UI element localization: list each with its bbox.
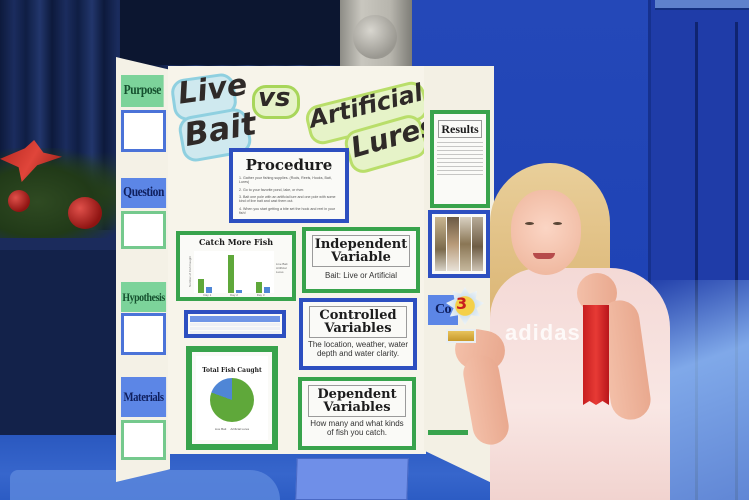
table-row — [190, 327, 280, 330]
fish-photo — [459, 217, 471, 271]
results-text — [437, 142, 483, 176]
independent-variable-panel: Independent Variable Bait: Live or Artif… — [302, 227, 420, 293]
hypothesis-label: Hypothesis — [121, 282, 167, 312]
dependent-variables-panel: Dependent Variables How many and what ki… — [298, 377, 416, 450]
dependent-text: How many and what kinds of fish you catc… — [310, 419, 404, 438]
ornament — [68, 197, 102, 229]
bar-chart-ylabel: Number of Fish Caught — [188, 255, 192, 287]
x-tick: Day 2 — [230, 293, 238, 297]
results-panel: Results — [430, 110, 490, 208]
purpose-box — [121, 110, 166, 152]
legend-item: Live Bait — [214, 427, 227, 431]
controlled-title-line2: Variables — [324, 321, 392, 336]
trophy: 3 — [440, 287, 490, 347]
red-ribbon — [583, 305, 609, 405]
speaker-cone — [353, 15, 397, 59]
x-tick: Day 1 — [203, 293, 212, 297]
x-tick: Day 3 — [256, 293, 265, 297]
pie-chart-legend: Live Bait Artificial Lures — [196, 427, 268, 431]
door-frame-top — [655, 0, 749, 10]
fish-photos-panel — [428, 210, 490, 278]
door-panel-line — [695, 22, 698, 500]
pie-chart — [210, 378, 254, 422]
independent-title-line2: Variable — [331, 250, 391, 265]
hypothesis-box — [121, 313, 166, 355]
dependent-title-line1: Dependent — [317, 387, 397, 402]
bar-chart-title: Catch More Fish — [198, 237, 274, 247]
bar-live-day1 — [198, 279, 204, 293]
girl-smile — [533, 253, 555, 259]
procedure-step: 4. When you start getting a bite set the… — [239, 206, 336, 215]
bar-live-day2 — [228, 255, 234, 293]
girl-face — [511, 190, 581, 275]
materials-label: Materials — [121, 377, 167, 417]
door-panel-line — [735, 22, 738, 500]
blue-folder — [295, 458, 409, 500]
fish-photo — [471, 217, 483, 271]
procedure-step: 1. Gather your fishing supplies. (Rods, … — [239, 176, 332, 185]
table-row — [190, 323, 280, 326]
legend-item: Live Bait — [276, 262, 288, 266]
bar-chart-xaxis: Day 1 Day 2 Day 3 — [194, 293, 274, 297]
pie-chart-title: Total Fish Caught — [202, 367, 262, 374]
pie-chart-panel: Total Fish Caught Live Bait Artificial L… — [186, 346, 278, 450]
title-bubble — [252, 85, 300, 119]
independent-title-box: Independent Variable — [312, 235, 410, 267]
controlled-title-line1: Controlled — [319, 308, 397, 323]
curtain-shadow — [120, 0, 345, 65]
independent-title-line1: Independent — [314, 237, 408, 252]
independent-text: Bait: Live or Artificial — [324, 271, 398, 280]
fish-photo — [435, 217, 447, 271]
procedure-step: 3. Bait one pole with an artificial lure… — [239, 194, 336, 204]
controlled-title-box: Controlled Variables — [309, 306, 407, 338]
bar-live-day3 — [256, 282, 262, 293]
bar-chart-legend: Live Bait Artificial Lures — [276, 262, 292, 275]
fish-photo — [447, 217, 459, 271]
shirt-logo: adidas — [505, 320, 581, 345]
materials-box — [121, 420, 166, 460]
controlled-text: The location, weather, water depth and w… — [307, 340, 409, 359]
ornament — [8, 190, 30, 212]
girl-eye — [525, 222, 534, 225]
legend-item: Artificial Lures — [230, 427, 250, 431]
dependent-title-box: Dependent Variables — [308, 385, 406, 417]
pie-chart-paper: Total Fish Caught Live Bait Artificial L… — [196, 356, 268, 440]
bar-artificial-day2 — [236, 290, 242, 293]
table-row — [190, 331, 280, 334]
controlled-variables-panel: Controlled Variables The location, weath… — [299, 298, 417, 370]
question-box — [121, 211, 166, 249]
trophy-place: 3 — [456, 294, 468, 313]
girl-eye — [553, 222, 562, 225]
procedure-panel: Procedure 1. Gather your fishing supplie… — [229, 148, 349, 223]
bar-chart-plot — [194, 251, 274, 293]
procedure-step: 2. Go to your favorite pond, lake, or ri… — [239, 187, 305, 192]
bar-artificial-day1 — [206, 287, 212, 293]
purpose-label: Purpose — [121, 75, 164, 107]
question-label: Question — [121, 178, 167, 208]
shelf-front — [0, 250, 130, 440]
procedure-title: Procedure — [245, 156, 333, 174]
legend-item: Artificial Lures — [276, 265, 287, 274]
bar-artificial-day3 — [264, 287, 270, 293]
bar-chart-panel: Catch More Fish Number of Fish Caught Da… — [176, 231, 296, 301]
results-title-box: Results — [438, 120, 482, 138]
results-title: Results — [441, 122, 479, 136]
table-header — [190, 316, 280, 322]
title-vs: vs — [258, 83, 291, 113]
data-table-panel — [184, 310, 286, 338]
dependent-title-line2: Variables — [323, 400, 391, 415]
trophy-plate — [446, 329, 476, 343]
